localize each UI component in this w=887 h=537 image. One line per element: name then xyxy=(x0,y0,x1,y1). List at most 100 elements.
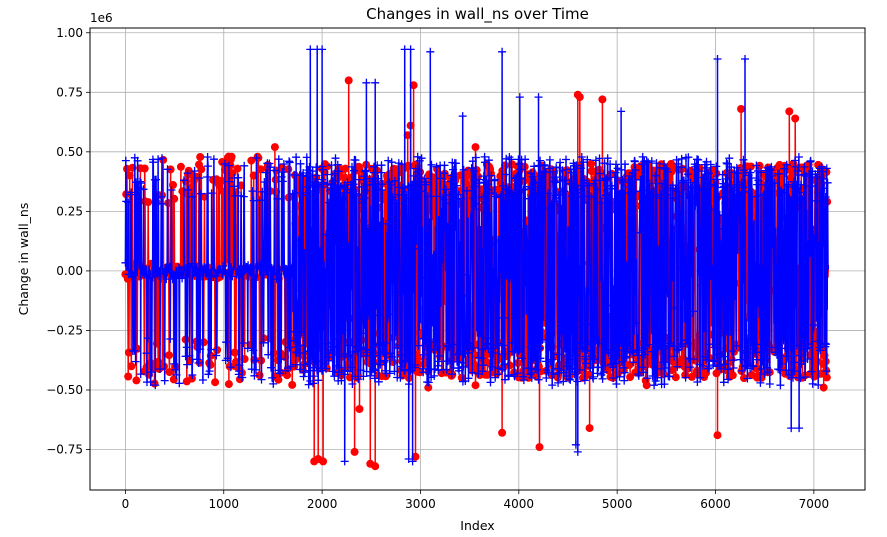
blue-marker xyxy=(381,339,390,347)
blue-marker xyxy=(665,372,674,381)
blue-marker xyxy=(405,380,413,389)
blue-marker xyxy=(647,157,656,166)
blue-marker xyxy=(800,162,809,171)
blue-marker xyxy=(446,177,455,186)
blue-marker xyxy=(738,346,747,355)
blue-marker xyxy=(582,320,591,329)
y-tick-label: 0.75 xyxy=(56,85,83,99)
blue-marker xyxy=(257,375,266,384)
blue-marker xyxy=(477,193,486,201)
blue-marker xyxy=(748,192,757,201)
blue-marker xyxy=(648,347,657,356)
blue-marker xyxy=(796,351,805,360)
blue-marker xyxy=(783,352,792,361)
blue-marker xyxy=(620,368,629,377)
blue-marker xyxy=(130,346,139,355)
red-marker xyxy=(144,198,153,207)
red-marker xyxy=(350,447,359,456)
blue-marker xyxy=(157,192,166,201)
blue-marker xyxy=(787,196,796,205)
blue-marker xyxy=(638,152,647,161)
blue-marker xyxy=(392,199,401,208)
plot-frame xyxy=(89,27,866,491)
blue-marker xyxy=(673,362,682,371)
blue-marker xyxy=(414,341,423,350)
blue-marker xyxy=(504,371,513,380)
blue-marker xyxy=(374,174,383,183)
blue-marker xyxy=(143,334,152,343)
blue-marker xyxy=(440,161,449,170)
blue-marker xyxy=(772,350,781,359)
blue-marker xyxy=(794,153,803,161)
blue-marker xyxy=(726,181,735,190)
blue-marker xyxy=(403,354,412,362)
blue-marker xyxy=(181,272,190,281)
blue-marker xyxy=(731,193,740,202)
blue-marker xyxy=(535,343,544,352)
blue-marker xyxy=(578,343,587,352)
blue-marker xyxy=(203,173,212,181)
blue-marker xyxy=(584,337,592,346)
blue-marker xyxy=(809,321,818,330)
blue-marker xyxy=(367,221,376,230)
blue-marker xyxy=(362,78,371,87)
blue-marker xyxy=(318,45,327,54)
blue-marker xyxy=(686,363,695,372)
blue-marker xyxy=(228,272,237,281)
blue-marker xyxy=(481,245,490,254)
blue-marker xyxy=(725,154,734,163)
blue-marker xyxy=(776,381,785,390)
blue-marker xyxy=(710,343,719,352)
blue-marker xyxy=(260,178,269,186)
blue-marker xyxy=(319,178,328,187)
blue-marker xyxy=(501,375,509,384)
blue-marker xyxy=(292,153,301,162)
blue-marker xyxy=(713,225,722,233)
blue-marker xyxy=(750,344,759,353)
blue-marker xyxy=(478,367,487,376)
blue-marker xyxy=(294,236,303,245)
blue-marker xyxy=(792,341,801,350)
blue-marker xyxy=(551,173,559,182)
blue-marker xyxy=(360,194,369,203)
blue-marker xyxy=(781,344,790,353)
blue-marker xyxy=(416,187,425,196)
red-marker xyxy=(196,153,205,161)
blue-marker xyxy=(545,343,554,352)
blue-marker xyxy=(286,362,295,371)
red-marker xyxy=(822,373,831,382)
blue-marker xyxy=(269,379,278,388)
blue-marker xyxy=(543,189,552,198)
blue-marker xyxy=(547,200,556,209)
blue-marker xyxy=(449,165,458,174)
blue-marker xyxy=(604,301,613,310)
blue-marker xyxy=(782,160,791,169)
blue-marker xyxy=(333,160,342,169)
blue-marker xyxy=(420,350,428,359)
blue-marker xyxy=(238,373,247,382)
blue-marker xyxy=(553,364,562,373)
blue-marker xyxy=(519,185,528,194)
blue-marker xyxy=(184,185,193,194)
blue-marker xyxy=(276,369,284,378)
blue-marker xyxy=(698,270,707,279)
blue-marker xyxy=(267,363,275,372)
blue-marker xyxy=(820,184,829,193)
blue-marker xyxy=(380,356,389,365)
blue-marker xyxy=(526,343,535,352)
blue-marker xyxy=(690,192,699,201)
blue-marker xyxy=(248,187,257,196)
blue-marker xyxy=(237,270,246,278)
blue-marker xyxy=(524,364,533,373)
blue-marker xyxy=(499,313,508,322)
blue-marker xyxy=(735,198,744,207)
blue-marker xyxy=(728,252,737,261)
blue-marker xyxy=(752,161,761,170)
blue-marker xyxy=(757,168,766,177)
blue-marker xyxy=(823,178,832,187)
blue-marker xyxy=(402,190,411,199)
blue-marker xyxy=(774,261,783,270)
blue-marker xyxy=(133,156,142,165)
blue-marker xyxy=(388,353,397,361)
blue-marker xyxy=(482,176,491,185)
